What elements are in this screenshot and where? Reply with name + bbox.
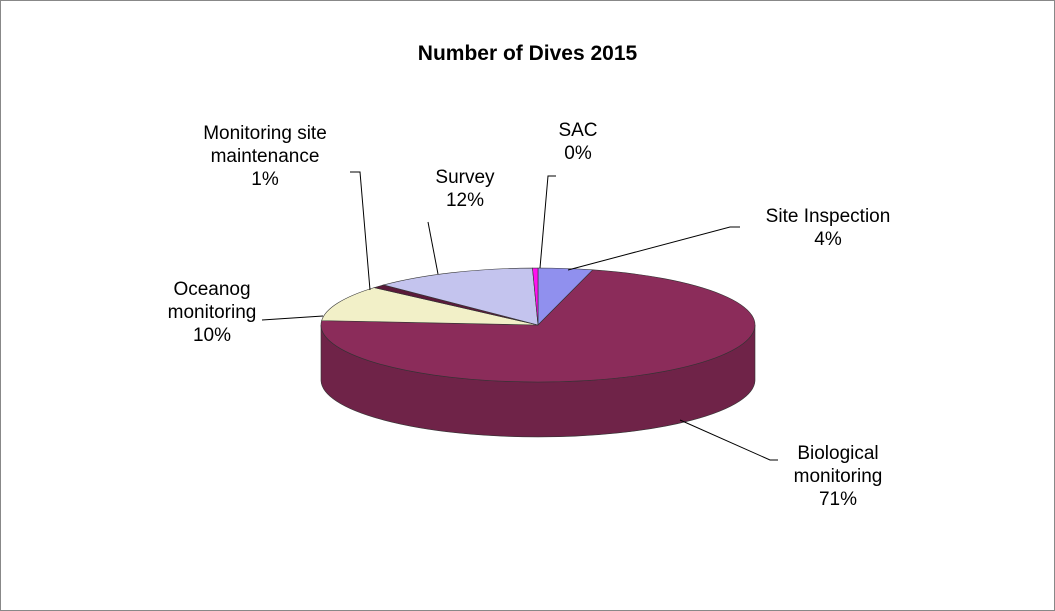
category-label: Biological monitoring (793, 443, 883, 487)
category-label: Oceanog monitoring (167, 279, 257, 323)
value-label: 1% (251, 169, 279, 190)
leader-line (539, 175, 556, 269)
category-label: Site Inspection (765, 206, 891, 227)
value-label: 12% (445, 190, 485, 211)
leader-line (567, 226, 740, 271)
category-label: Monitoring site maintenance (203, 123, 327, 167)
category-label: Survey (435, 167, 495, 188)
leader-line (261, 315, 324, 321)
value-label: 0% (564, 143, 592, 164)
slice-label: Monitoring site maintenance 1% (170, 122, 360, 191)
slice-label: SAC 0% (548, 119, 608, 165)
leader-line (350, 171, 371, 291)
slice-label: Survey 12% (420, 166, 510, 212)
slice (320, 269, 756, 383)
value-label: 10% (192, 325, 232, 346)
slice-label: Biological monitoring 71% (763, 442, 913, 511)
value-label: 71% (818, 489, 858, 510)
slice-label: Site Inspection 4% (718, 205, 938, 251)
slice (532, 267, 539, 326)
leader-line (679, 419, 778, 461)
slice (321, 287, 539, 326)
leader-line (427, 221, 439, 275)
slice (382, 267, 539, 326)
category-label: SAC (558, 120, 598, 141)
value-label: 4% (814, 229, 842, 250)
slice-label: Oceanog monitoring 10% (152, 278, 272, 347)
chart-title: Number of Dives 2015 (417, 42, 638, 65)
